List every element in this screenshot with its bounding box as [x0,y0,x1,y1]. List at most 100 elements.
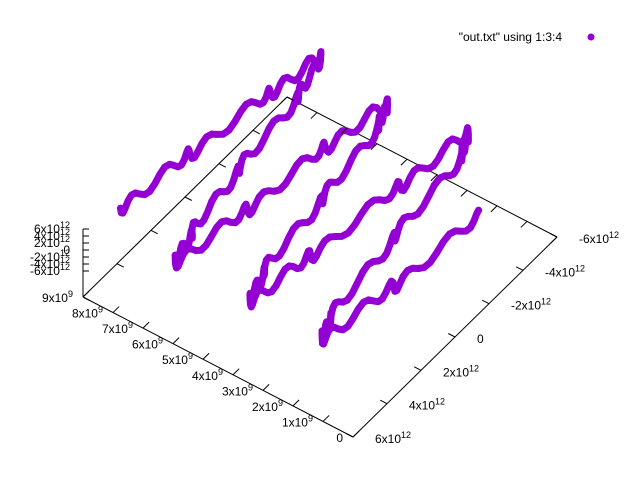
data-point [357,143,364,150]
y-tick-mark [83,297,90,301]
y-tick-mark [516,267,523,271]
x-tick-label: 2x109 [252,398,283,414]
z-axis-ticks: 6x10124x10122x10120-2x1012-4x1012-6x1012 [30,220,89,297]
y-tick-label: 4x1012 [409,397,445,413]
y-tick-label: -4x1012 [545,263,585,279]
data-point [387,241,394,248]
data-point [295,75,302,82]
data-point [324,329,331,336]
data-point [388,278,395,285]
data-point [459,150,466,157]
data-point [246,211,253,218]
legend: "out.txt" using 1:3:4 [459,30,595,44]
data-point [236,169,243,176]
y-tick-mark [380,400,387,404]
x-tick-mark [311,113,317,119]
x-tick-label: 6x109 [132,336,163,352]
data-point [281,266,288,273]
data-point [375,257,382,264]
data-point [249,301,256,308]
x-tick-mark [461,190,467,196]
data-point [268,254,275,261]
data-point [317,194,324,201]
data-point [445,138,452,145]
data-point [208,131,215,138]
y-tick-mark [550,234,557,238]
data-point [295,220,302,227]
x-tick-mark [293,400,299,406]
data-point [268,288,275,295]
data-point [230,176,237,183]
y-tick-label: 0 [477,332,484,346]
data-point [391,288,398,295]
x-tick-label: 5x109 [162,351,193,367]
data-point [257,286,264,293]
data-point [274,88,281,95]
x-tick-mark [323,415,329,421]
data-point [284,74,291,81]
data-point [415,164,422,171]
data-point [365,296,372,303]
y-tick-label: -2x1012 [511,297,551,313]
data-point [208,198,215,205]
data-point [280,245,287,252]
data-point [330,179,337,186]
data-point [373,104,380,111]
data-point [308,216,315,223]
data-point [467,224,474,231]
data-point [192,247,199,254]
data-point [403,182,410,189]
data-point [241,151,248,158]
data-point [220,188,227,195]
legend-marker [588,34,595,41]
data-point [384,95,391,102]
data-point [132,189,139,196]
data-point [322,321,329,328]
data-point [433,249,440,256]
data-point [235,216,242,223]
data-point [375,119,382,126]
data-point [382,102,389,109]
data-point [295,90,302,97]
data-point [290,102,297,109]
data-point [430,163,437,170]
data-point [226,127,233,134]
data-point [446,172,453,179]
data-point [361,116,368,123]
data-point [431,182,438,189]
data-point [364,201,371,208]
data-point [321,139,328,146]
data-point [459,142,466,149]
data-point [288,171,295,178]
y-tick-mark [117,264,124,268]
data-point [327,312,334,319]
data-point [456,157,463,164]
data-point [236,163,243,170]
data-point [267,91,274,98]
x-tick-mark [143,322,149,328]
x-tick-mark [521,221,527,227]
data-point [369,139,376,146]
y-tick-mark [414,367,421,371]
x-tick-mark [113,307,119,313]
data-point [325,149,332,156]
y-tick-mark [185,197,192,201]
x-tick-label: 1x109 [282,413,313,429]
data-point [146,188,153,195]
data-point [452,227,459,234]
x-tick-mark [203,353,209,359]
x-tick-mark [173,338,179,344]
data-point [313,253,320,260]
data-point [475,207,482,214]
data-point [315,152,322,159]
data-point [335,131,342,138]
y-tick-mark [448,334,455,338]
data-point [463,133,470,140]
data-point [257,101,264,108]
data-point [223,217,230,224]
data-point [256,194,263,201]
data-point [414,210,421,217]
data-point [306,55,313,62]
data-point [347,129,354,136]
data-point [332,299,339,306]
